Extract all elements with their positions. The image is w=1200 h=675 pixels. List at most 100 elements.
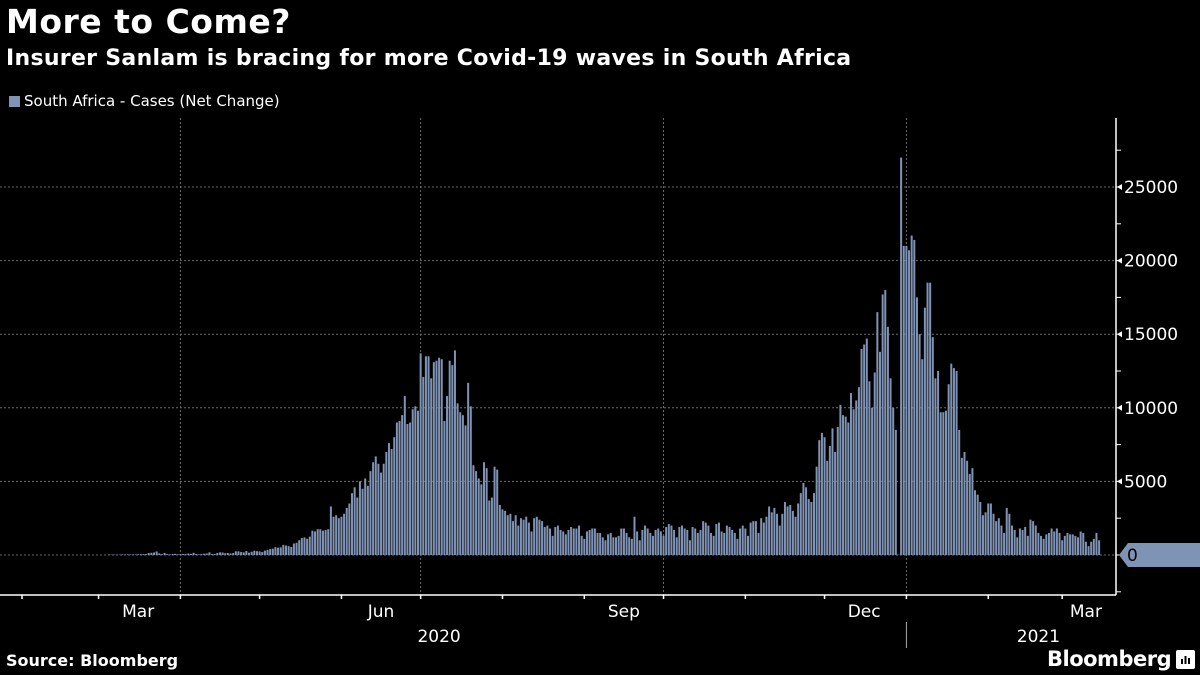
bar — [308, 536, 311, 555]
bar — [335, 515, 338, 555]
bar — [343, 513, 346, 555]
bar — [551, 535, 554, 555]
last-value-badge — [1119, 543, 1200, 567]
bar — [121, 554, 124, 555]
bar — [997, 518, 1000, 555]
bar — [955, 371, 958, 555]
bar — [329, 506, 332, 555]
bar — [461, 415, 464, 555]
bar — [968, 474, 971, 555]
bar — [316, 529, 319, 555]
bar — [525, 516, 528, 555]
bar — [1018, 528, 1021, 555]
bar — [361, 488, 364, 555]
bar — [699, 529, 702, 555]
bar — [192, 552, 195, 555]
bar — [1090, 541, 1093, 555]
bar — [754, 521, 757, 555]
bar — [1008, 513, 1011, 555]
bar — [992, 513, 995, 555]
bar — [1003, 532, 1006, 555]
bar — [820, 432, 823, 555]
bar — [842, 415, 845, 555]
bar — [314, 531, 317, 555]
bar — [720, 531, 723, 555]
bar — [1084, 541, 1087, 555]
x-month-label: Mar — [1070, 602, 1102, 622]
bar — [659, 531, 662, 555]
bar — [398, 421, 401, 555]
bar — [1000, 525, 1003, 555]
bar — [673, 529, 676, 555]
bar — [934, 378, 937, 555]
bar — [601, 537, 604, 555]
x-month-label: Mar — [122, 602, 154, 622]
bar — [145, 554, 148, 555]
bar — [981, 515, 984, 555]
bar — [564, 534, 567, 555]
bar — [918, 334, 921, 555]
bar — [219, 552, 221, 555]
bar — [744, 528, 747, 555]
bar — [255, 551, 258, 555]
bar — [580, 535, 583, 555]
bar — [366, 485, 369, 555]
bar — [646, 528, 649, 555]
bar — [651, 535, 654, 555]
bar — [929, 282, 932, 555]
bar — [567, 529, 570, 555]
bar — [937, 371, 940, 555]
bar — [319, 529, 322, 555]
bar — [609, 532, 612, 555]
bar — [644, 525, 647, 555]
bar — [197, 554, 200, 555]
bar — [947, 384, 950, 555]
bar — [776, 513, 779, 555]
bar — [324, 529, 327, 555]
bar — [134, 554, 137, 555]
bar — [348, 503, 351, 555]
bar — [258, 551, 261, 555]
bar — [593, 528, 596, 555]
bar — [300, 538, 303, 555]
bar — [358, 481, 361, 555]
bar — [369, 471, 372, 555]
bar — [871, 407, 874, 555]
bar — [757, 532, 760, 555]
bar — [234, 551, 237, 555]
bars — [108, 157, 1101, 556]
bar — [747, 535, 749, 555]
bar — [807, 499, 810, 555]
y-tick-label: 10000 — [1124, 399, 1178, 419]
bar — [778, 525, 781, 555]
bar — [424, 356, 427, 555]
bar — [786, 506, 789, 555]
bar — [422, 376, 425, 555]
bar — [1092, 538, 1095, 555]
bar — [1061, 540, 1064, 555]
bar — [1066, 532, 1069, 555]
bar — [395, 422, 398, 555]
bar — [889, 378, 892, 555]
bar — [881, 294, 884, 555]
bar — [797, 503, 800, 555]
bar — [865, 338, 868, 555]
bar — [686, 529, 689, 555]
bar — [142, 554, 145, 555]
bar — [250, 551, 253, 555]
chart-subtitle: Insurer Sanlam is bracing for more Covid… — [6, 46, 852, 71]
bar — [269, 549, 272, 555]
bar — [575, 528, 578, 555]
bar — [498, 504, 501, 555]
bar — [844, 416, 847, 555]
bar — [129, 554, 132, 555]
bar — [876, 312, 879, 555]
bar — [351, 493, 353, 555]
bar — [712, 535, 715, 555]
bar — [195, 553, 198, 555]
bar — [126, 554, 129, 555]
bar — [984, 512, 987, 555]
bar — [836, 426, 839, 555]
bar — [783, 502, 786, 555]
